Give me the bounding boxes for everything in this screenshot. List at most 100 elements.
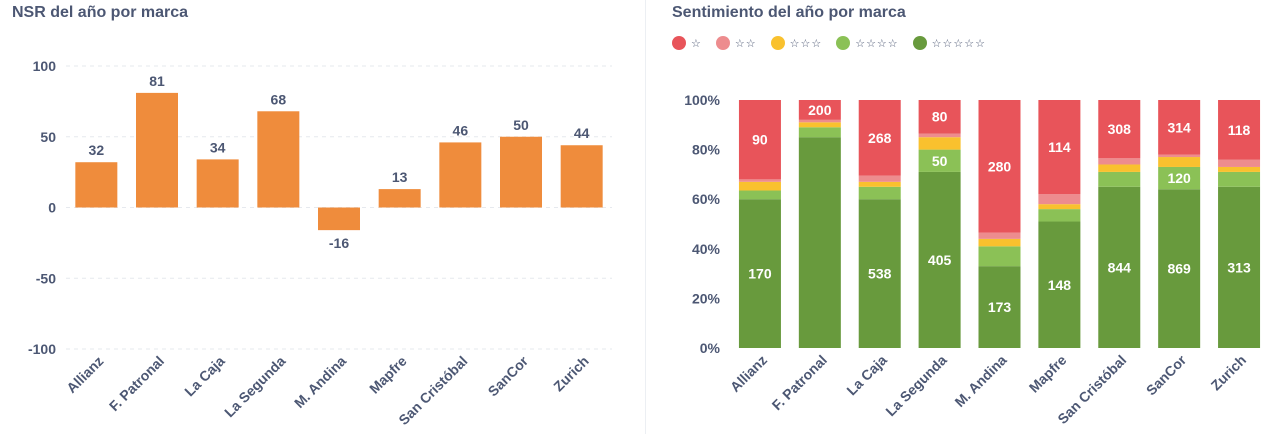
nsr-bar <box>439 142 482 208</box>
sentiment-bar-segment <box>978 266 1021 348</box>
segment-value-label: 118 <box>1228 122 1251 138</box>
sentiment-bar-segment <box>798 100 841 120</box>
x-tick-label: SanCor <box>1143 351 1190 398</box>
segment-value-label: 405 <box>928 252 952 268</box>
legend-dot <box>715 36 730 50</box>
sentiment-bar-segment <box>1158 166 1201 190</box>
nsr-value-label: 32 <box>89 142 105 158</box>
y-tick-label: 50 <box>40 129 56 145</box>
sentiment-bar-segment <box>918 171 961 348</box>
segment-value-label: 844 <box>1108 259 1132 275</box>
sentiment-bar-segment <box>1218 171 1261 187</box>
sentiment-bar-segment <box>918 133 961 138</box>
legend-item[interactable]: ☆☆☆☆☆ <box>912 36 986 50</box>
segment-value-label: 170 <box>748 266 772 282</box>
legend-dot <box>770 36 785 50</box>
sentiment-bar-segment <box>1038 204 1081 210</box>
sentiment-bar-segment <box>798 122 841 128</box>
sentiment-bar-segment <box>1158 100 1201 155</box>
sentiment-bar-segment <box>978 100 1021 233</box>
segment-value-label: 50 <box>932 153 948 169</box>
legend-item[interactable]: ☆☆☆☆ <box>836 36 898 50</box>
nsr-chart: 100 50 0 -50 -100 32 Allianz 81 F. Patronal 34 La … <box>28 58 612 428</box>
sentiment-bar-segment <box>978 238 1021 247</box>
nsr-value-label: 34 <box>210 139 226 155</box>
legend-label: ☆☆ <box>734 36 757 50</box>
sentiment-chart: 100% 80% 60% 40% 20% 0% 170 90 Allianz 200 F. Patr… <box>684 92 1261 427</box>
segment-value-label: 200 <box>808 102 832 118</box>
y-tick-label: 0 <box>48 200 56 216</box>
sentiment-bar-segment <box>1038 194 1081 205</box>
sentiment-bar-segment <box>1098 164 1141 172</box>
sentiment-bar-segment <box>1038 209 1081 222</box>
x-tick-label: Mapfre <box>1026 352 1070 396</box>
legend-item[interactable]: ☆☆☆ <box>770 36 823 50</box>
sentiment-bar-segment <box>1158 154 1201 158</box>
sentiment-bar-segment <box>1218 166 1261 172</box>
sentiment-bar-segment <box>1098 158 1141 165</box>
segment-value-label: 120 <box>1167 170 1191 186</box>
legend-item[interactable]: ☆☆ <box>715 36 757 50</box>
y-tick-label: 100% <box>684 92 720 108</box>
x-tick-label: Allianz <box>727 352 770 395</box>
sentiment-bar-segment <box>1098 171 1141 187</box>
sentiment-bar-segment <box>918 100 961 134</box>
nsr-bar <box>318 207 360 231</box>
legend-label: ☆☆☆☆☆ <box>931 36 986 50</box>
x-tick-label: Allianz <box>63 353 106 396</box>
legend-label: ☆☆☆ <box>789 36 823 50</box>
nsr-bar <box>196 159 239 208</box>
nsr-bar <box>378 189 421 208</box>
segment-value-label: 114 <box>1048 139 1071 155</box>
segment-value-label: 869 <box>1167 261 1191 277</box>
nsr-value-label: 50 <box>513 117 529 133</box>
sentiment-bar-segment <box>1098 100 1141 159</box>
sentiment-bar-segment <box>1038 221 1081 348</box>
sentiment-bar-segment <box>1158 157 1201 167</box>
nsr-value-label: -16 <box>329 235 349 251</box>
nsr-value-label: 46 <box>453 122 469 138</box>
sentiment-bar-segment <box>738 179 781 182</box>
sentiment-bar-segment <box>1218 159 1261 167</box>
y-tick-label: 40% <box>692 241 721 257</box>
sentiment-bar-segment <box>1158 189 1201 348</box>
sentiment-bar-segment <box>738 181 781 191</box>
sentiment-bar-segment <box>798 127 841 138</box>
sentiment-bar-segment <box>1218 100 1261 160</box>
sentiment-bar-segment <box>858 186 901 200</box>
legend-item[interactable]: ☆ <box>672 36 702 50</box>
legend-dot <box>672 36 686 50</box>
nsr-chart-title: NSR del año por marca <box>12 4 189 21</box>
sentiment-chart-title: Sentimiento del año por marca <box>672 4 906 21</box>
x-tick-label: M. Andina <box>291 353 349 411</box>
x-tick-label: SanCor <box>485 352 532 399</box>
x-tick-label: La Caja <box>843 352 890 399</box>
sentiment-bar-segment <box>978 246 1021 267</box>
x-tick-label: F. Patronal <box>106 353 167 414</box>
y-tick-label: 0% <box>700 340 721 356</box>
segment-value-label: 173 <box>988 299 1012 315</box>
segment-value-label: 280 <box>988 158 1012 174</box>
legend-dot <box>912 36 927 50</box>
x-tick-label: Zurich <box>550 353 592 395</box>
sentiment-bar-segment <box>918 137 961 150</box>
nsr-value-label: 13 <box>392 169 408 185</box>
nsr-value-label: 44 <box>574 125 590 141</box>
nsr-panel: NSR del año por marca 100 50 0 -50 -100 32 All… <box>0 0 640 434</box>
y-tick-label: 20% <box>692 290 721 306</box>
x-tick-label: F. Patronal <box>769 352 830 413</box>
sentiment-bar-segment <box>858 100 901 176</box>
x-tick-label: Zurich <box>1208 352 1250 394</box>
segment-value-label: 148 <box>1048 277 1072 293</box>
sentiment-bar-segment <box>798 137 841 348</box>
sentiment-bar-segment <box>738 100 781 180</box>
x-tick-label: La Segunda <box>221 353 289 421</box>
segment-value-label: 314 <box>1167 119 1191 135</box>
segment-value-label: 538 <box>868 266 892 282</box>
x-tick-label: La Caja <box>181 353 228 400</box>
panel-divider <box>645 0 646 434</box>
nsr-bar <box>500 136 542 208</box>
legend-label: ☆ <box>691 36 702 50</box>
sentiment-bar-segment <box>858 199 901 348</box>
y-tick-label: -50 <box>36 270 56 286</box>
